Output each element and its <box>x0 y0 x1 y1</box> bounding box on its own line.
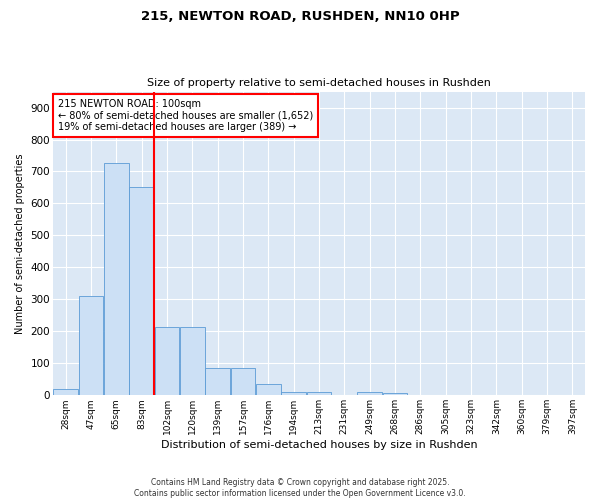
Bar <box>79 296 103 396</box>
Bar <box>383 393 407 396</box>
X-axis label: Distribution of semi-detached houses by size in Rushden: Distribution of semi-detached houses by … <box>161 440 477 450</box>
Bar <box>205 368 230 396</box>
Bar <box>180 326 205 396</box>
Bar <box>307 392 331 396</box>
Text: Contains HM Land Registry data © Crown copyright and database right 2025.
Contai: Contains HM Land Registry data © Crown c… <box>134 478 466 498</box>
Bar <box>281 392 306 396</box>
Bar <box>130 188 154 396</box>
Bar <box>104 164 128 396</box>
Bar <box>256 384 281 396</box>
Text: 215, NEWTON ROAD, RUSHDEN, NN10 0HP: 215, NEWTON ROAD, RUSHDEN, NN10 0HP <box>140 10 460 23</box>
Bar <box>155 326 179 396</box>
Text: 215 NEWTON ROAD: 100sqm
← 80% of semi-detached houses are smaller (1,652)
19% of: 215 NEWTON ROAD: 100sqm ← 80% of semi-de… <box>58 99 314 132</box>
Title: Size of property relative to semi-detached houses in Rushden: Size of property relative to semi-detach… <box>147 78 491 88</box>
Bar <box>358 392 382 396</box>
Bar <box>230 368 255 396</box>
Y-axis label: Number of semi-detached properties: Number of semi-detached properties <box>15 153 25 334</box>
Bar <box>53 389 78 396</box>
